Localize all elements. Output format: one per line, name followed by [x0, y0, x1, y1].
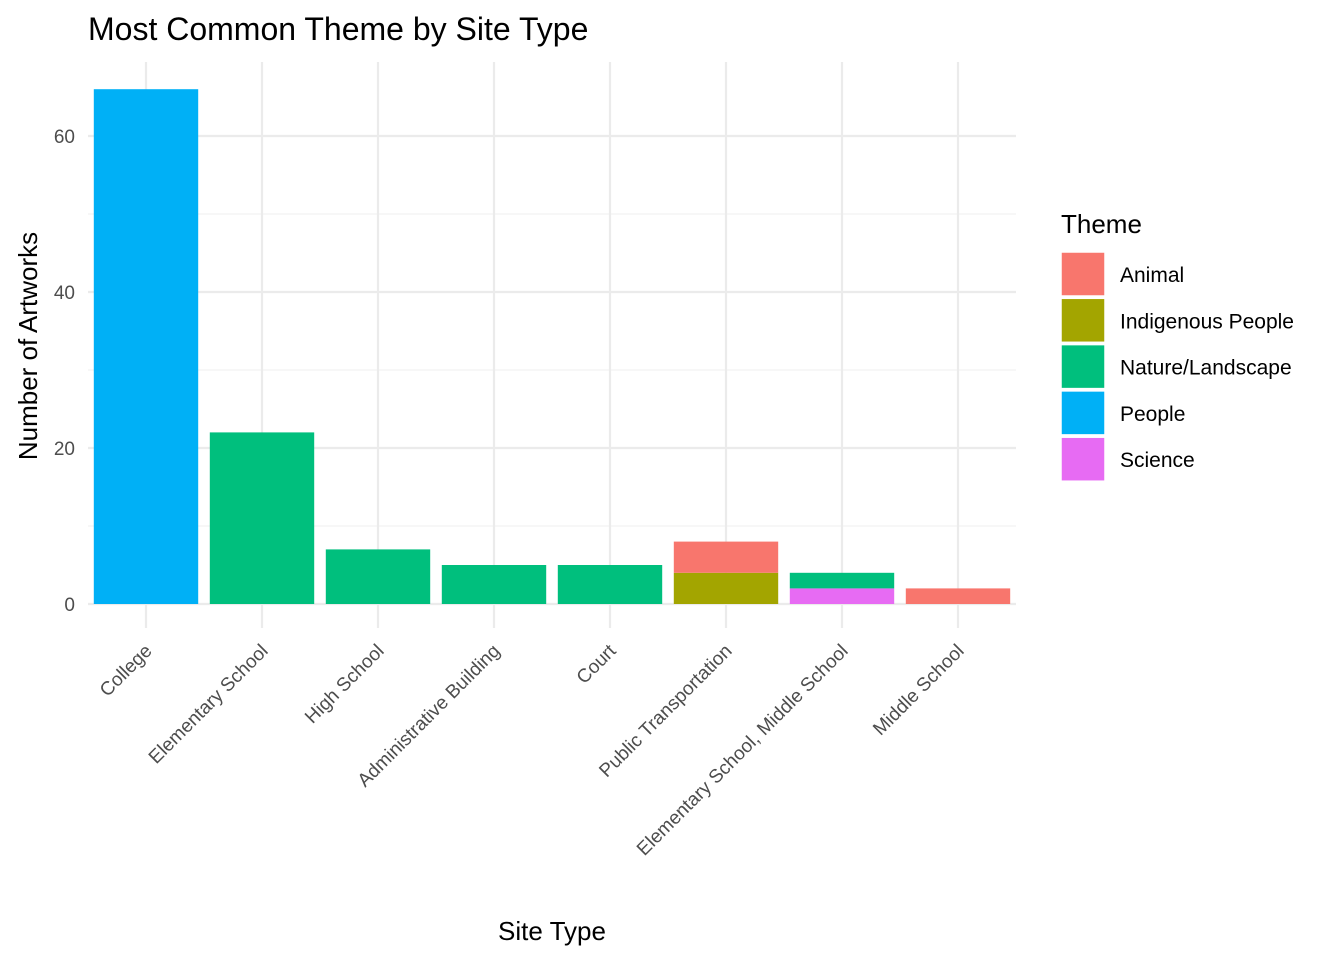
x-axis-title: Site Type	[498, 916, 606, 946]
legend-key	[1060, 251, 1106, 297]
legend-key	[1060, 297, 1106, 344]
bar	[441, 565, 547, 604]
x-tick-label: Public Transportation	[595, 641, 736, 782]
y-axis-ticks: 0 20 40 60	[54, 127, 75, 616]
bar	[93, 89, 199, 604]
x-tick-label: Elementary School, Middle School	[633, 641, 852, 860]
legend: Theme Animal Indigenous People Nature/Land…	[1060, 209, 1294, 482]
bar	[325, 549, 431, 604]
y-tick-label: 20	[54, 439, 75, 460]
y-tick-label: 60	[54, 127, 75, 148]
y-tick-label: 40	[54, 283, 75, 304]
gridlines	[88, 62, 1016, 628]
x-tick-label: Middle School	[869, 641, 968, 740]
legend-key	[1060, 390, 1106, 436]
legend-label: People	[1120, 403, 1185, 426]
bar	[789, 588, 895, 604]
legend-label: Animal	[1120, 264, 1184, 287]
legend-title: Theme	[1061, 209, 1142, 239]
legend-key	[1060, 436, 1106, 482]
y-axis-title: Number of Artworks	[13, 232, 43, 460]
bar	[209, 432, 315, 604]
bar	[789, 572, 895, 589]
bar	[673, 572, 779, 604]
legend-label: Indigenous People	[1120, 310, 1294, 333]
x-tick-label: Elementary School	[145, 641, 273, 769]
chart-title: Most Common Theme by Site Type	[88, 11, 588, 47]
x-tick-label: High School	[301, 641, 388, 728]
bar	[673, 541, 779, 573]
legend-label: Nature/Landscape	[1120, 357, 1292, 380]
y-tick-label: 0	[64, 595, 75, 616]
x-tick-label: Court	[573, 640, 621, 688]
legend-label: Science	[1120, 449, 1195, 472]
bar	[905, 588, 1011, 604]
x-tick-label: College	[96, 641, 156, 701]
legend-key	[1060, 343, 1106, 390]
bar	[557, 565, 663, 604]
bars	[93, 89, 1011, 604]
